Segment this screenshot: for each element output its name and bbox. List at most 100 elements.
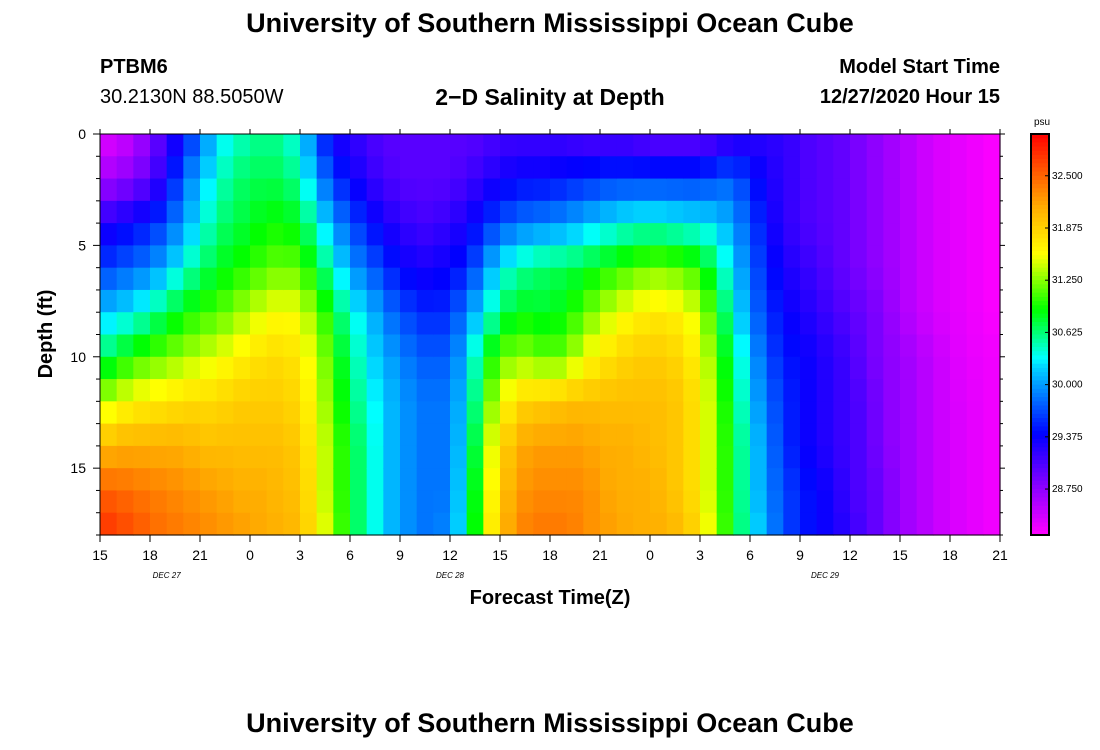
heatmap-cell [600,156,618,180]
heatmap-cell [866,223,884,246]
heatmap-cell [450,178,468,202]
heatmap-cell [900,267,918,291]
heatmap-cell [583,490,601,514]
heatmap-cell [850,379,868,402]
heatmap-cell [666,423,684,447]
heatmap-cell [500,200,518,224]
heatmap-cell [600,245,618,269]
colorbar-strip [1031,288,1049,294]
heatmap-cell [316,312,334,336]
heatmap-cell [266,223,284,246]
heatmap-cell [166,379,184,402]
heatmap-cell [816,156,834,180]
heatmap-cell [716,289,734,313]
colorbar-strip [1031,514,1049,519]
heatmap-cell [450,134,468,157]
heatmap-cell [616,245,634,269]
heatmap-cell [583,156,601,180]
colorbar-strip [1031,376,1049,382]
heatmap-cell [183,289,201,313]
colorbar-strip [1031,321,1049,327]
heatmap-cell [916,289,934,313]
heatmap-cell [133,401,151,425]
heatmap-cell [683,468,701,492]
colorbar-strip [1031,401,1049,407]
colorbar: psu 28.750 29.375 30.000 30.625 31.250 31.875… [1030,117,1083,536]
heatmap-cell [700,312,718,336]
heatmap-cell [466,468,484,492]
heatmap-cell [783,401,801,425]
heatmap-cell [700,245,718,269]
heatmap-cell [116,312,134,336]
heatmap-cell [666,134,684,157]
heatmap-cell [833,490,851,514]
heatmap-cell [616,401,634,425]
heatmap-cell [666,468,684,492]
heatmap-cell [683,512,701,536]
colorbar-strip [1031,200,1049,206]
heatmap-cells [100,134,1001,536]
heatmap-cell [183,200,201,224]
heatmap-cell [300,490,318,514]
heatmap-cell [983,334,1001,358]
heatmap-cell [116,289,134,313]
heatmap-cell [533,245,551,269]
heatmap-cell [816,245,834,269]
colorbar-tick-label: 29.375 [1052,432,1083,443]
heatmap-cell [633,267,651,291]
heatmap-cell [983,356,1001,380]
x-tick-label: 0 [646,547,654,563]
heatmap-cell [833,178,851,202]
heatmap-cell [283,356,301,380]
heatmap-cell [666,512,684,536]
heatmap-cell [366,134,384,157]
heatmap-cell [883,223,901,246]
heatmap-cell [583,289,601,313]
heatmap-cell [800,134,818,157]
heatmap-cell [400,445,418,469]
heatmap-cell [200,334,218,358]
heatmap-cell [933,134,951,157]
heatmap-cell [966,379,984,402]
heatmap-cell [400,490,418,514]
heatmap-cell [616,490,634,514]
heatmap-cell [966,223,984,246]
heatmap-cell [733,490,751,514]
heatmap-cell [483,512,501,536]
heatmap-cell [433,512,451,536]
heatmap-cell [833,468,851,492]
heatmap-cell [183,156,201,180]
heatmap-cell [683,356,701,380]
colorbar-strip [1031,167,1049,173]
heatmap-cell [900,156,918,180]
heatmap-cell [283,379,301,402]
heatmap-cell [766,267,784,291]
heatmap-cell [733,178,751,202]
heatmap-cell [833,334,851,358]
heatmap-cell [266,200,284,224]
heatmap-cell [433,134,451,157]
heatmap-cell [216,356,234,380]
heatmap-cell [900,178,918,202]
heatmap-cell [633,490,651,514]
heatmap-cell [383,156,401,180]
heatmap-cell [466,267,484,291]
heatmap-cell [966,512,984,536]
heatmap-cell [850,200,868,224]
heatmap-cell [916,379,934,402]
heatmap-cell [683,245,701,269]
heatmap-cell [183,401,201,425]
heatmap-cell [233,334,251,358]
heatmap-cell [500,401,518,425]
heatmap-cell [283,267,301,291]
heatmap-cell [933,200,951,224]
heatmap-cell [616,468,634,492]
heatmap-cell [616,223,634,246]
heatmap-cell [933,379,951,402]
heatmap-cell [716,445,734,469]
heatmap-cell [416,245,434,269]
heatmap-cell [283,423,301,447]
heatmap-cell [616,379,634,402]
heatmap-cell [700,156,718,180]
heatmap-cell [300,267,318,291]
